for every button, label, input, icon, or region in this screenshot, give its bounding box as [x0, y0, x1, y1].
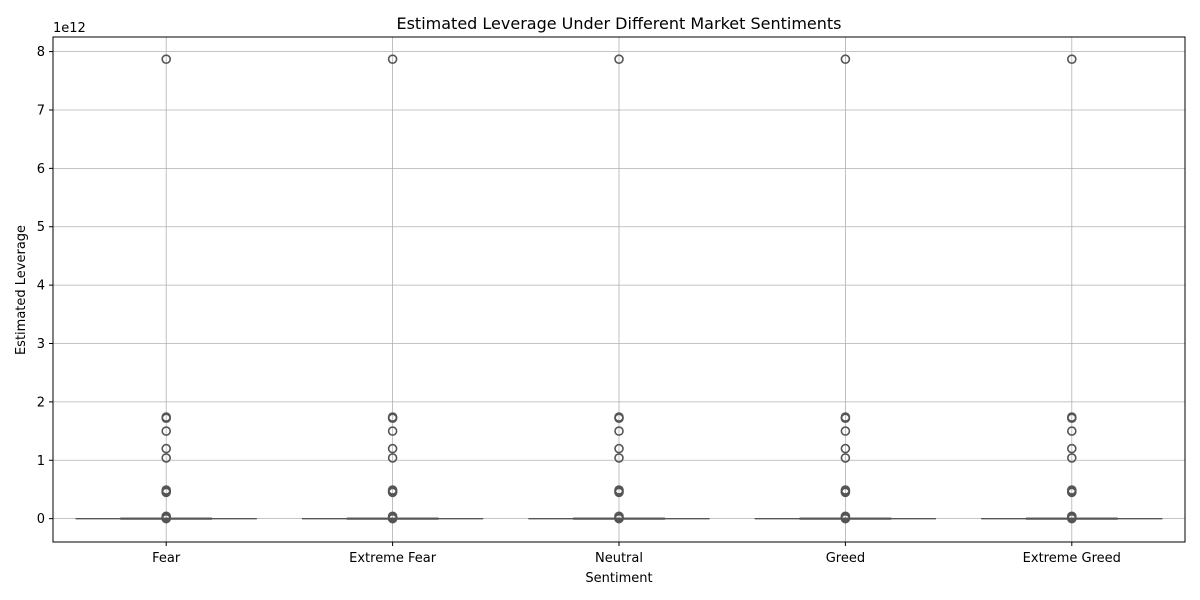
outlier-point: [1067, 426, 1077, 436]
x-axis-label: Sentiment: [585, 571, 652, 586]
outlier-point: [161, 412, 171, 422]
box-layer: [75, 54, 1163, 524]
outlier-point: [387, 443, 398, 454]
outlier-point: [387, 412, 398, 422]
outlier-point: [840, 485, 851, 495]
outlier-point: [161, 54, 171, 64]
outlier-point: [161, 485, 171, 495]
outlier-point: [614, 412, 624, 422]
outlier-point: [387, 453, 398, 463]
y-tick-label: 2: [37, 395, 45, 410]
outlier-point: [614, 54, 624, 64]
outlier-point: [1067, 412, 1077, 422]
x-tick-label: Neutral: [595, 551, 643, 566]
y-tick-label: 6: [37, 162, 45, 177]
outlier-point: [840, 443, 851, 454]
outlier-point: [1067, 453, 1077, 463]
y-axis-label: Estimated Leverage: [14, 225, 29, 355]
outlier-point: [1067, 54, 1077, 64]
y-offset-text: 1e12: [53, 21, 86, 36]
y-tick-label: 5: [37, 220, 45, 235]
outlier-point: [161, 511, 171, 522]
tick-layer: 0 1 2 3 4 5 6 7 8 Fear Extreme Fear Neutral Greed Ext…: [37, 45, 1121, 566]
y-tick-label: 7: [37, 103, 45, 118]
grid-layer: [53, 37, 1185, 542]
outlier-point: [1067, 485, 1077, 495]
x-tick-label: Greed: [826, 551, 865, 566]
x-tick-label: Extreme Greed: [1023, 551, 1121, 566]
outlier-point: [387, 511, 398, 522]
outlier-point: [840, 412, 851, 422]
outlier-point: [387, 426, 398, 436]
outlier-point: [161, 443, 171, 454]
outlier-point: [1067, 443, 1077, 454]
outlier-point: [614, 511, 624, 522]
x-tick-label: Fear: [152, 551, 181, 566]
outlier-point: [840, 54, 851, 64]
outlier-point: [1067, 511, 1077, 522]
outlier-point: [161, 453, 171, 463]
outlier-point: [387, 54, 398, 64]
x-tick-label: Extreme Fear: [349, 551, 437, 566]
outlier-point: [161, 426, 171, 436]
outlier-point: [840, 453, 851, 463]
outlier-point: [840, 511, 851, 522]
outlier-point: [840, 426, 851, 436]
outlier-point: [387, 485, 398, 495]
y-tick-label: 8: [37, 45, 45, 60]
outlier-point: [614, 426, 624, 436]
y-tick-label: 4: [37, 279, 45, 294]
y-tick-label: 1: [37, 454, 45, 469]
outlier-point: [614, 443, 624, 454]
y-tick-label: 3: [37, 337, 45, 352]
outlier-point: [614, 453, 624, 463]
y-tick-label: 0: [37, 512, 45, 527]
chart-title: Estimated Leverage Under Different Marke…: [396, 14, 841, 33]
outlier-point: [614, 485, 624, 495]
